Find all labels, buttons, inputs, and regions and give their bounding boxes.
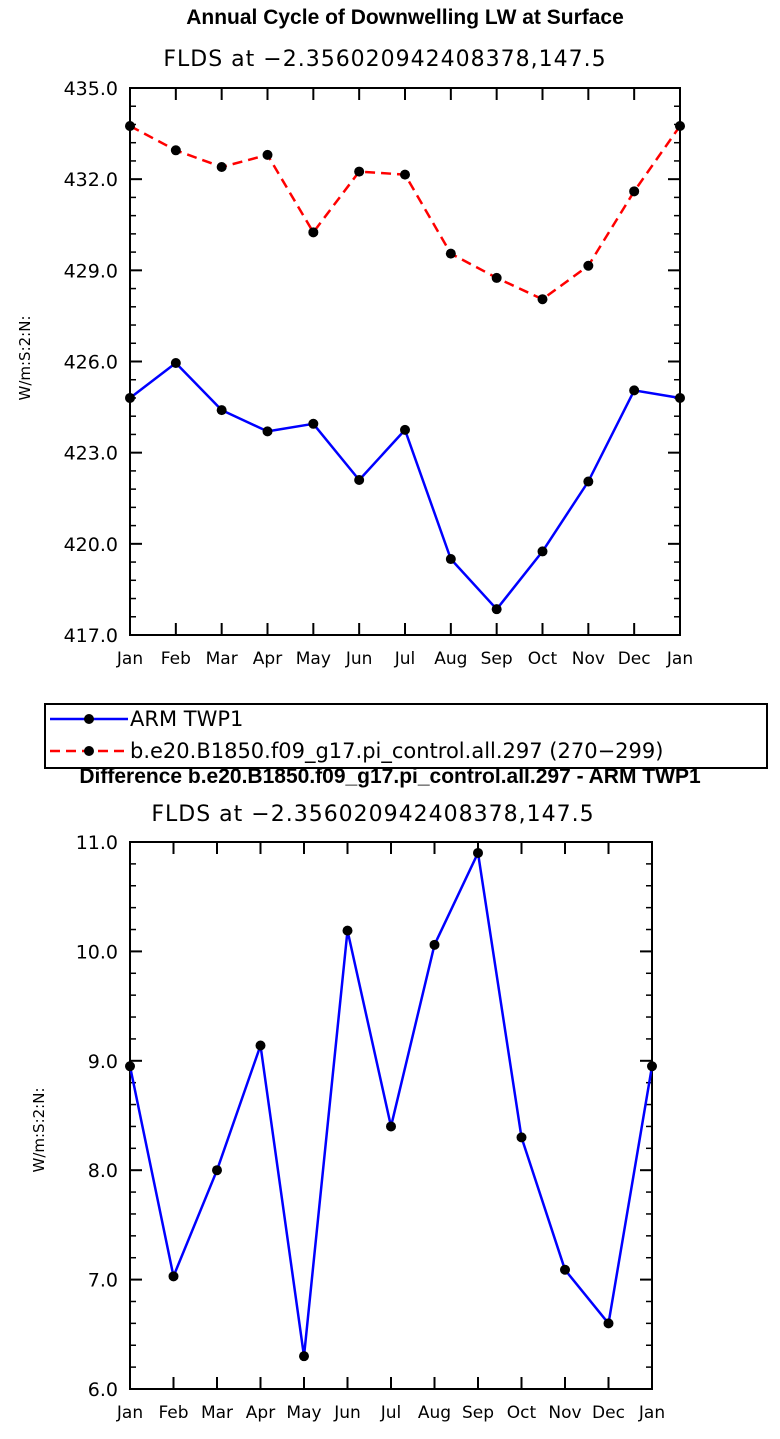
chart-1-xtick-label: Feb [161,649,191,669]
legend-marker-arm [84,714,94,724]
chart-2-xtick-label: Jul [380,1403,402,1423]
chart-1-series-2-point [537,294,548,305]
chart-2-xtick-label: Dec [592,1403,625,1423]
chart-1-ytick-label: 423.0 [64,443,118,465]
chart-2-series-1-point [342,925,353,936]
chart-1-xtick-label: Dec [618,649,651,669]
chart-2-series-1-point [560,1264,570,1275]
chart-1-series-1-point [354,475,365,486]
chart-2-series-1-point [473,847,483,858]
chart-1-series-1-point [125,392,135,403]
chart-2-xtick-label: Apr [246,1403,275,1423]
chart-2-ytick-label: 6.0 [88,1379,118,1401]
chart-1-series-2-point [170,145,181,156]
chart-1-series-2-point [583,260,594,271]
chart-1-xtick-label: Apr [253,649,282,669]
chart-2-xtick-label: Mar [201,1403,233,1423]
chart-2-ytick-label: 11.0 [76,832,118,854]
chart-1-ytick-label: 426.0 [64,352,118,374]
chart-1-xtick-label: Jun [345,649,373,669]
chart-1-ytick-label: 417.0 [64,625,118,647]
chart-2-series-1-point [647,1061,657,1072]
chart-2-xtick-label: Jun [333,1403,361,1423]
chart-1-xtick-label: Jul [394,649,416,669]
chart-2-ytick-label: 10.0 [76,941,118,963]
chart-2: Difference b.e20.B1850.f09_g17.pi_contro… [30,765,701,1423]
chart-1-y-axis-label: W/m:S:2:N: [16,316,34,401]
chart-1-series-2-point [216,162,227,173]
chart-2-xtick-label: May [286,1403,321,1423]
chart-1-xtick-label: Aug [434,649,467,669]
chart-2-series-1-point [212,1165,222,1176]
chart-1-series-2-point [675,120,685,131]
chart-1-series-1-point [400,424,410,435]
chart-2-series-line-1 [128,851,654,1358]
chart-1-xtick-label: Jan [116,649,143,669]
chart-1-series-1-point [583,476,594,487]
chart-2-xtick-label: Aug [418,1403,451,1423]
chart-1-series-line-1 [129,361,681,611]
chart-1-xtick-label: Jan [666,649,693,669]
chart-2-series-1-point [125,1061,135,1072]
chart-1-series-2-point [491,272,502,283]
legend-marker-model [84,746,94,756]
chart-1-series-line-2 [129,124,682,301]
chart-1-series-2-point [629,186,640,197]
legend-box [44,703,768,769]
chart-1-series-1-point [308,418,319,429]
chart-2-xtick-label: Oct [507,1403,537,1423]
chart-1-xtick-label: Mar [206,649,238,669]
chart-2-series-1-point [603,1318,614,1329]
chart-1-series-1-point [216,405,227,416]
chart-1-series-2-point [308,227,319,238]
legend-label-model: b.e20.B1850.f09_g17.pi_control.all.297 (… [130,739,663,764]
chart-2-series-1-point [255,1040,266,1051]
legend-item-model: b.e20.B1850.f09_g17.pi_control.all.297 (… [50,739,663,764]
chart-2-series-1-point [168,1271,179,1282]
chart-1-series-1-point [491,604,502,615]
chart-2-xtick-label: Sep [462,1403,494,1423]
chart-2-series-1-point [516,1132,527,1143]
chart-1-series-1-point [629,385,640,396]
chart-1-ytick-label: 435.0 [64,78,118,100]
chart-2-xtick-label: Jan [638,1403,665,1423]
chart-1-ytick-label: 432.0 [64,169,118,191]
chart-1-series-1-point [675,392,685,403]
chart-2-ytick-label: 7.0 [88,1270,118,1292]
chart-1-subtitle: FLDS at −2.356020942408378,147.5 [163,47,606,72]
chart-2-series-1-point [299,1351,309,1362]
chart-1-xtick-label: May [296,649,331,669]
chart-1-ytick-label: 420.0 [64,534,118,556]
chart-1-series-2-point [125,120,135,131]
chart-1-series-2-point [262,149,273,160]
chart-1-series-1-point [262,426,273,437]
chart-2-xtick-label: Feb [158,1403,188,1423]
chart-2-ytick-label: 9.0 [88,1051,118,1073]
chart-1-series-1-point [445,554,456,565]
chart-1-series-2-point [445,248,456,259]
chart-1-xtick-label: Oct [528,649,558,669]
chart-1: Annual Cycle of Downwelling LW at Surfac… [16,6,693,669]
legend-item-arm: ARM TWP1 [50,707,243,731]
chart-1-xtick-label: Sep [481,649,513,669]
chart-1-series-1-point [537,546,548,557]
chart-1-xtick-label: Nov [572,649,605,669]
chart-2-series-1-point [386,1121,396,1132]
chart-2-ytick-label: 8.0 [88,1160,118,1182]
chart-2-xtick-label: Nov [548,1403,581,1423]
chart-1-series-2-point [400,169,410,180]
chart-1-ytick-label: 429.0 [64,260,118,282]
legend: ARM TWP1 b.e20.B1850.f09_g17.pi_control.… [44,703,768,769]
chart-1-title: Annual Cycle of Downwelling LW at Surfac… [186,6,624,29]
chart-1-series-1-point [170,358,181,369]
chart-2-xtick-label: Jan [116,1403,143,1423]
chart-1-series-2-point [354,166,365,177]
legend-label-arm: ARM TWP1 [130,707,243,731]
chart-2-title: Difference b.e20.B1850.f09_g17.pi_contro… [79,765,701,788]
chart-2-subtitle: FLDS at −2.356020942408378,147.5 [151,802,594,827]
chart-2-y-axis-label: W/m:S:2:N: [30,1088,48,1173]
chart-2-plot-frame [129,841,653,1390]
chart-2-series-1-point [429,939,440,950]
